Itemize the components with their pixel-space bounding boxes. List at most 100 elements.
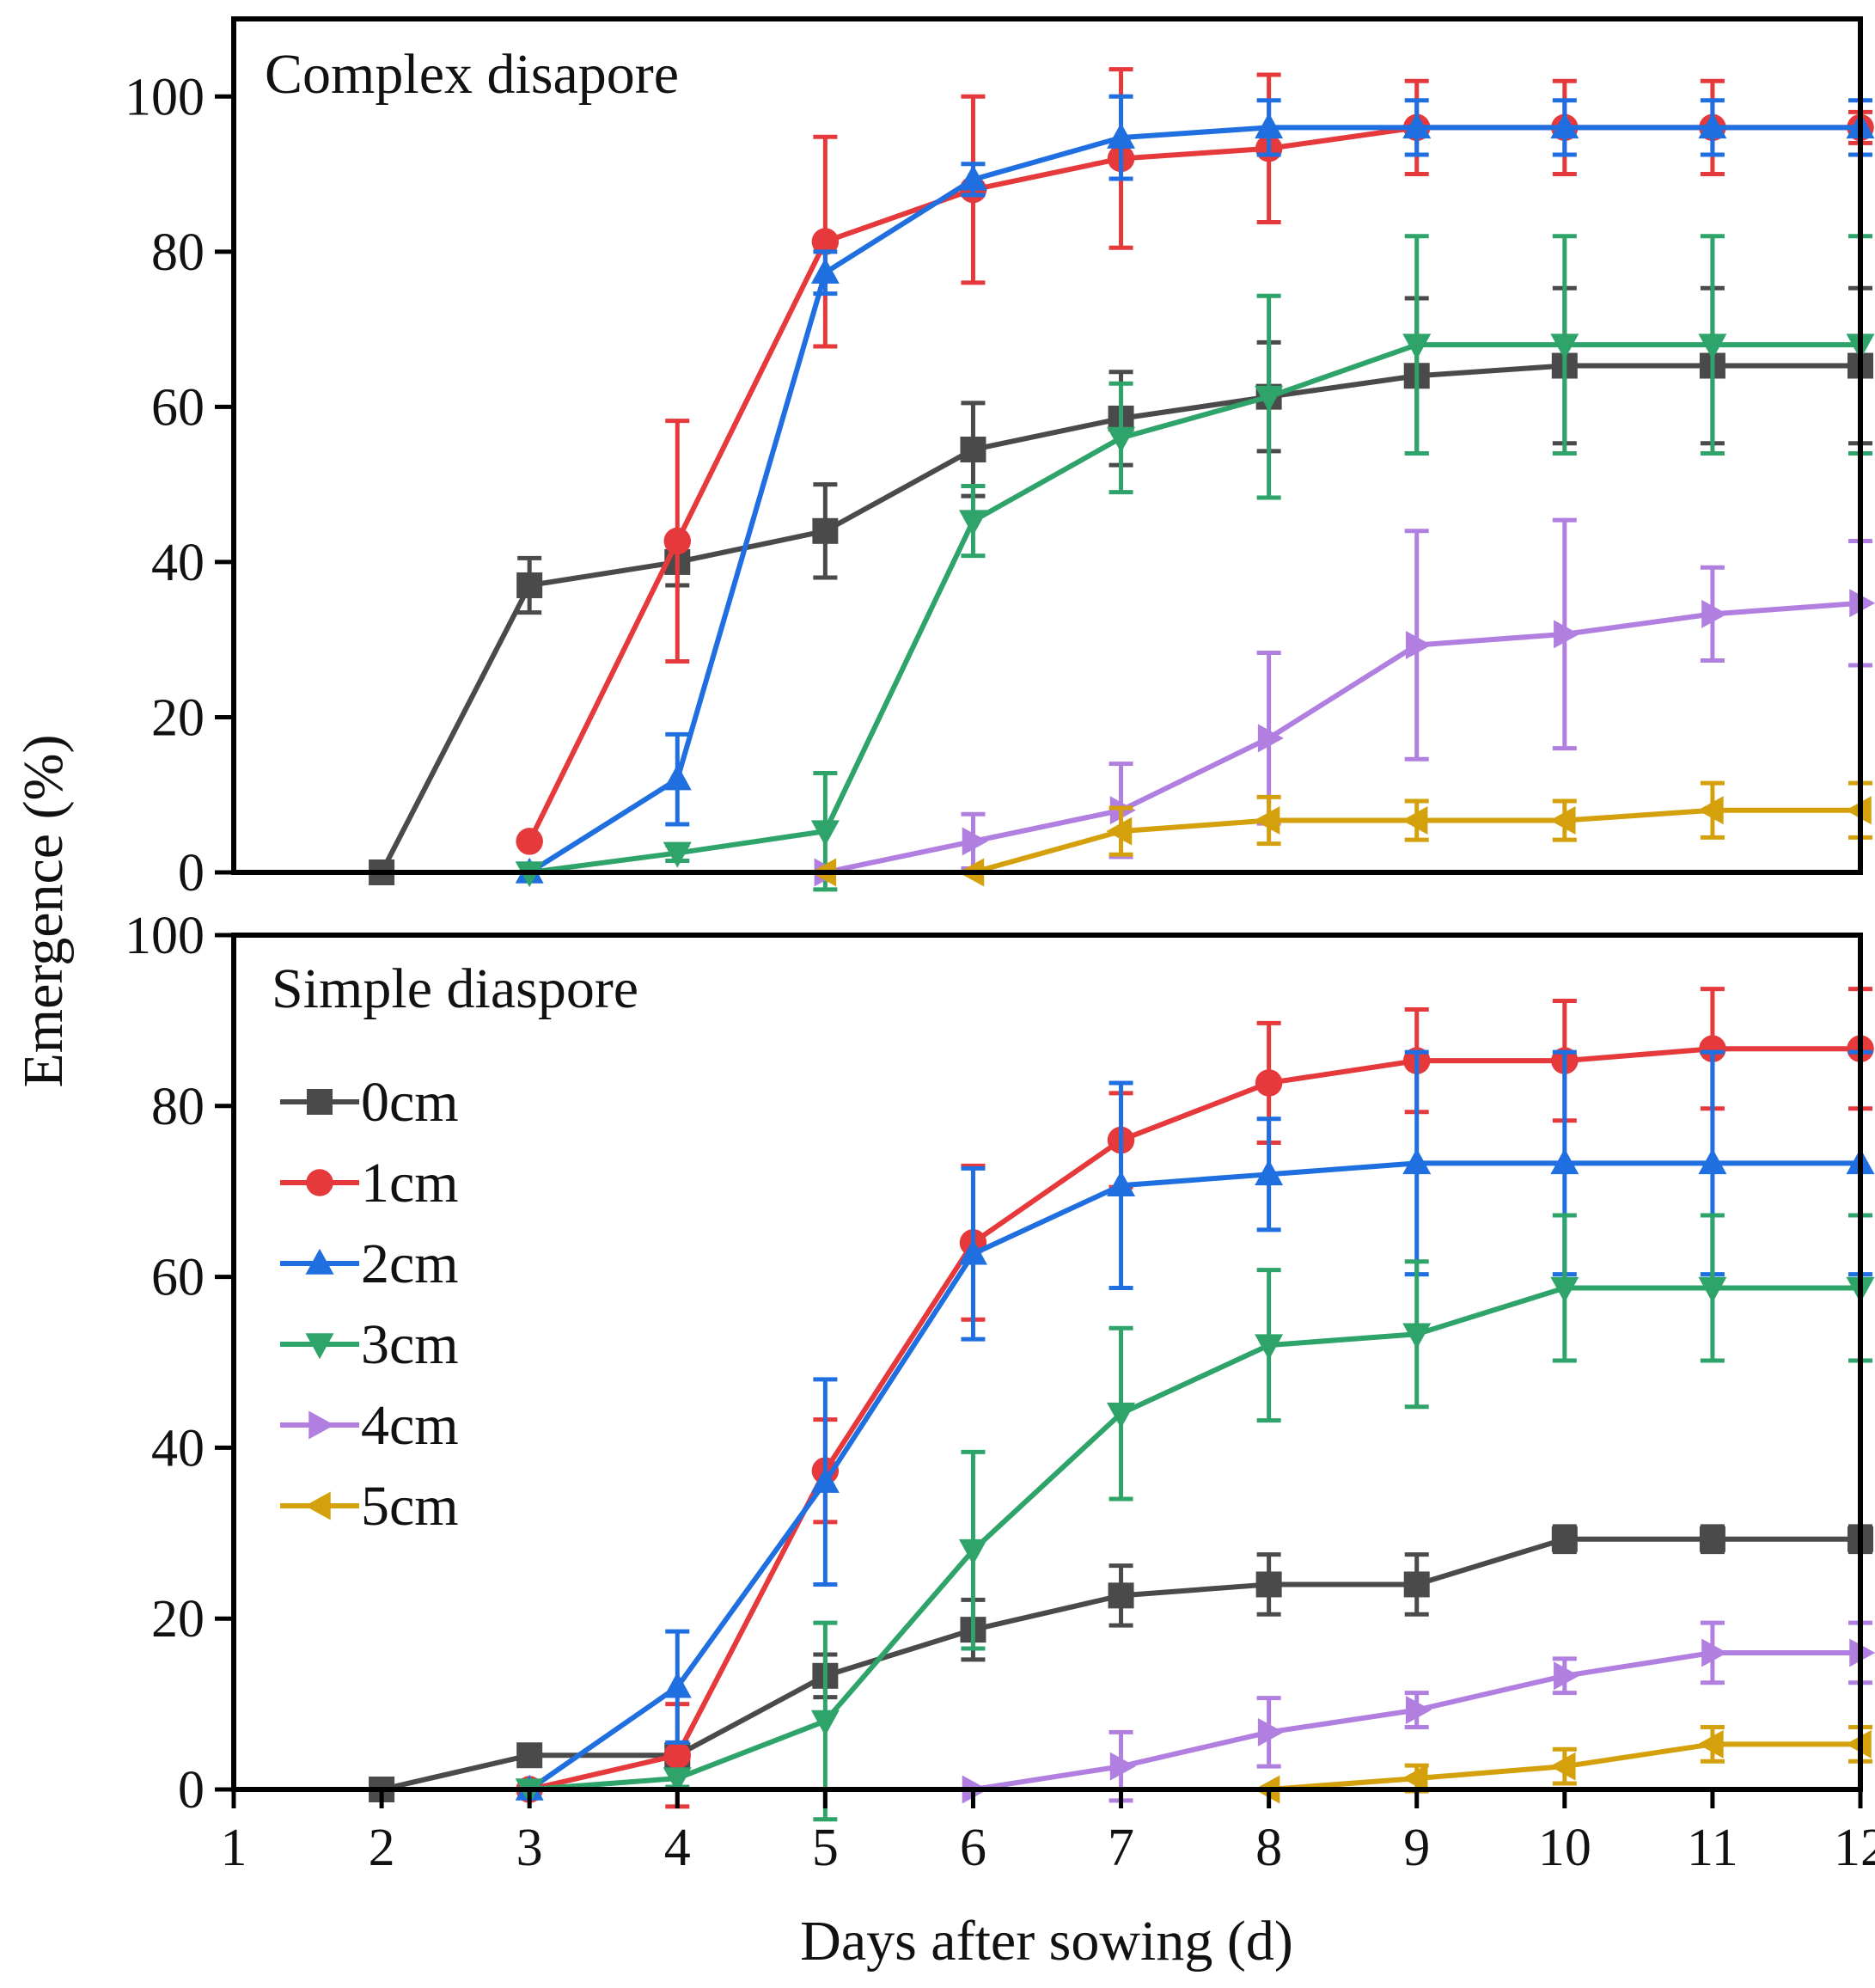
bottom-point-3cm — [1698, 1276, 1727, 1303]
bottom-point-0cm — [1255, 1571, 1282, 1598]
legend-swatch-marker — [306, 1169, 333, 1196]
bottom-point-5cm — [1697, 1729, 1724, 1759]
top-line-4cm — [824, 600, 1861, 875]
bottom-line-3cm — [528, 1285, 1860, 1792]
top-point-4cm — [1554, 620, 1580, 649]
x-tick-label: 10 — [1538, 1819, 1591, 1877]
top-plot-frame — [231, 16, 1863, 875]
top-point-3cm — [1255, 385, 1284, 412]
x-tick-label: 3 — [516, 1819, 543, 1877]
legend-swatch-marker — [308, 1410, 335, 1440]
top-point-5cm — [1402, 806, 1428, 835]
legend-label: 5cm — [361, 1475, 459, 1538]
top-point-5cm — [1254, 806, 1280, 835]
bottom-point-0cm — [516, 1742, 543, 1769]
top-point-4cm — [1701, 599, 1728, 628]
bottom-y-ticks: 0 20 40 60 80 100 — [125, 907, 234, 1820]
x-tick-label: 8 — [1255, 1819, 1282, 1877]
bottom-point-0cm — [1108, 1582, 1134, 1609]
bottom-point-2cm — [1255, 1159, 1284, 1186]
bottom-point-5cm — [1549, 1752, 1576, 1781]
bottom-point-2cm — [1107, 1170, 1136, 1196]
top-point-5cm — [1106, 817, 1133, 846]
top-y-tick-label: 0 — [178, 844, 205, 902]
top-y-tick-label: 40 — [151, 534, 205, 592]
bottom-point-2cm — [1698, 1148, 1727, 1175]
x-tick-label: 7 — [1108, 1819, 1134, 1877]
top-point-3cm — [958, 510, 987, 536]
bottom-point-4cm — [1701, 1638, 1728, 1667]
legend-item-1cm: 1cm — [280, 1152, 459, 1214]
bottom-point-4cm — [1109, 1752, 1136, 1781]
legend-swatch-marker — [304, 1491, 331, 1520]
x-tick-label: 11 — [1687, 1819, 1738, 1877]
bottom-series-2cm — [515, 1049, 1875, 1801]
top-y-tick-label: 20 — [151, 688, 205, 747]
bottom-point-0cm — [1699, 1526, 1725, 1552]
top-point-2cm — [1698, 113, 1727, 139]
legend-swatch-marker — [307, 1089, 333, 1115]
bottom-point-3cm — [1550, 1276, 1579, 1303]
top-point-2cm — [1402, 113, 1432, 139]
top-point-5cm — [1697, 796, 1724, 825]
top-point-2cm — [958, 164, 987, 191]
top-line-3cm — [528, 342, 1860, 875]
bottom-point-0cm — [1403, 1571, 1430, 1598]
top-point-1cm — [811, 228, 840, 255]
top-point-0cm — [516, 572, 543, 598]
bottom-point-3cm — [810, 1710, 840, 1736]
legend-label: 4cm — [361, 1394, 459, 1457]
top-line-5cm — [825, 807, 1860, 875]
bottom-point-1cm — [663, 1741, 692, 1769]
top-series-2cm — [515, 94, 1875, 884]
legend-item-0cm: 0cm — [280, 1071, 459, 1134]
bottom-point-4cm — [1554, 1661, 1580, 1691]
bottom-panel-title: Simple diaspore — [272, 957, 638, 1020]
top-point-2cm — [810, 257, 840, 284]
bottom-point-4cm — [1405, 1696, 1432, 1725]
top-y-tick-label: 80 — [151, 223, 205, 282]
legend-label: 2cm — [361, 1233, 459, 1295]
legend-swatch-marker — [305, 1333, 334, 1360]
top-y-ticks: 0 20 40 60 80 100 — [125, 68, 234, 902]
bottom-point-3cm — [1107, 1402, 1136, 1428]
top-point-4cm — [1405, 631, 1432, 660]
bottom-point-3cm — [663, 1767, 692, 1794]
bottom-y-tick-label: 100 — [125, 907, 205, 965]
bottom-point-3cm — [1402, 1323, 1432, 1349]
x-tick-label: 1 — [221, 1819, 247, 1877]
top-point-3cm — [663, 841, 692, 868]
bottom-point-4cm — [1257, 1717, 1284, 1746]
top-point-2cm — [1255, 113, 1284, 139]
top-point-4cm — [962, 827, 988, 856]
bottom-point-3cm — [958, 1538, 987, 1565]
x-tick-label: 9 — [1403, 1819, 1430, 1877]
bottom-point-1cm — [1699, 1035, 1726, 1062]
x-tick-label: 5 — [812, 1819, 839, 1877]
bottom-y-tick-label: 60 — [151, 1249, 205, 1307]
top-y-tick-label: 60 — [151, 378, 205, 437]
top-point-3cm — [810, 820, 840, 847]
top-point-2cm — [1550, 113, 1579, 139]
bottom-x-ticks: 1 2 3 4 5 6 7 8 9 10 11 12 — [221, 1789, 1875, 1877]
legend-item-4cm: 4cm — [280, 1394, 459, 1457]
legend-item-3cm: 3cm — [280, 1313, 459, 1376]
bottom-line-2cm — [528, 1160, 1860, 1792]
top-point-2cm — [1107, 122, 1136, 149]
top-point-0cm — [960, 437, 986, 463]
x-tick-label: 4 — [664, 1819, 691, 1877]
top-y-tick-label: 100 — [125, 68, 205, 126]
x-tick-label: 12 — [1834, 1819, 1875, 1877]
top-point-1cm — [663, 527, 692, 555]
bottom-point-2cm — [810, 1466, 840, 1493]
top-point-4cm — [1257, 724, 1284, 753]
x-axis-title: Days after sowing (d) — [800, 1910, 1293, 1973]
legend: 0cm 1cm 2cm 3cm 4cm 5cm — [280, 1071, 459, 1538]
top-point-5cm — [1549, 806, 1576, 835]
top-point-3cm — [1698, 333, 1727, 360]
legend-item-2cm: 2cm — [280, 1233, 459, 1295]
legend-swatch-marker — [305, 1248, 334, 1275]
top-point-3cm — [1402, 333, 1432, 360]
